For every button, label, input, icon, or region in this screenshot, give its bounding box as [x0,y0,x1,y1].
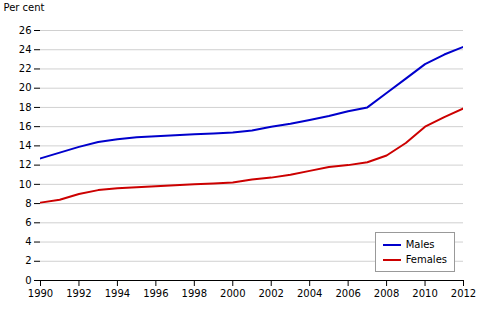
svg-text:18: 18 [19,102,32,113]
svg-text:1992: 1992 [66,288,91,299]
svg-text:2000: 2000 [220,288,245,299]
svg-text:1998: 1998 [182,288,207,299]
svg-text:16: 16 [19,121,32,132]
svg-text:22: 22 [19,63,32,74]
svg-text:1996: 1996 [143,288,168,299]
svg-text:8: 8 [25,198,31,209]
svg-text:1990: 1990 [28,288,53,299]
svg-text:0: 0 [25,275,31,286]
svg-text:2006: 2006 [335,288,360,299]
svg-text:24: 24 [19,44,32,55]
svg-text:Per cent: Per cent [4,2,45,13]
html-text:Males: Males [405,239,435,250]
svg-text:10: 10 [19,179,32,190]
svg-text:14: 14 [19,140,32,151]
svg-text:6: 6 [25,217,31,228]
svg-text:2: 2 [25,255,31,266]
html-text:Females: Females [405,254,447,265]
svg-text:2008: 2008 [374,288,399,299]
svg-text:2012: 2012 [451,288,476,299]
svg-text:2010: 2010 [412,288,437,299]
svg-text:4: 4 [25,236,31,247]
svg-text:1994: 1994 [105,288,130,299]
svg-text:2002: 2002 [259,288,284,299]
svg-text:20: 20 [19,82,32,93]
svg-text:26: 26 [19,25,32,36]
svg-text:12: 12 [19,159,32,170]
svg-text:2004: 2004 [297,288,322,299]
